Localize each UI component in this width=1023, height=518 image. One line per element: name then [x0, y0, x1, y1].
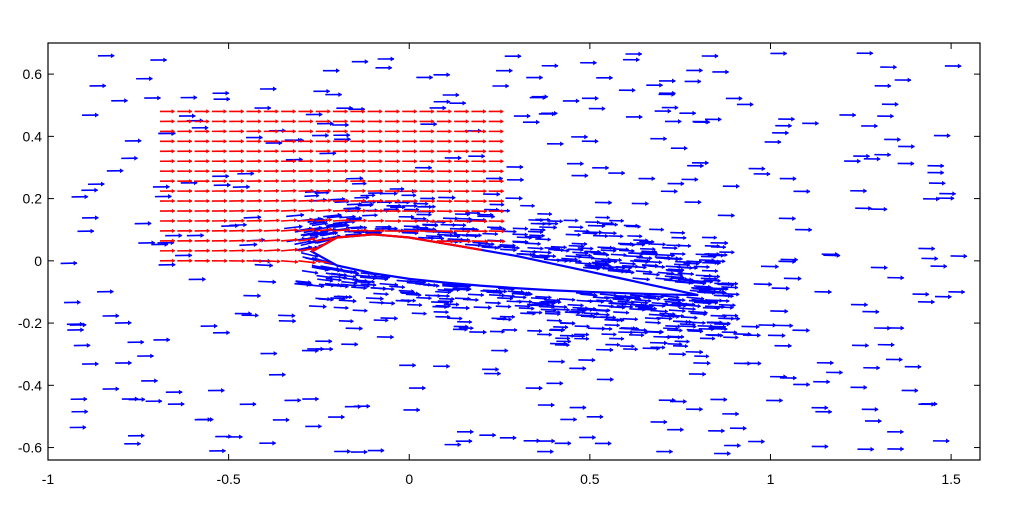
x-tick-label: 0: [405, 471, 413, 487]
y-tick-label: -0.4: [18, 377, 42, 393]
x-tick-label: 1: [767, 471, 775, 487]
x-tick-label: -0.5: [217, 471, 241, 487]
y-tick-label: -0.2: [18, 315, 42, 331]
y-tick-label: 0.2: [23, 191, 43, 207]
y-tick-label: 0.4: [23, 128, 43, 144]
x-tick-label: 1.5: [941, 471, 961, 487]
x-tick-label: 0.5: [580, 471, 600, 487]
y-tick-label: -0.6: [18, 440, 42, 456]
y-tick-label: 0: [34, 253, 42, 269]
x-tick-label: -1: [42, 471, 55, 487]
y-tick-label: 0.6: [23, 66, 43, 82]
